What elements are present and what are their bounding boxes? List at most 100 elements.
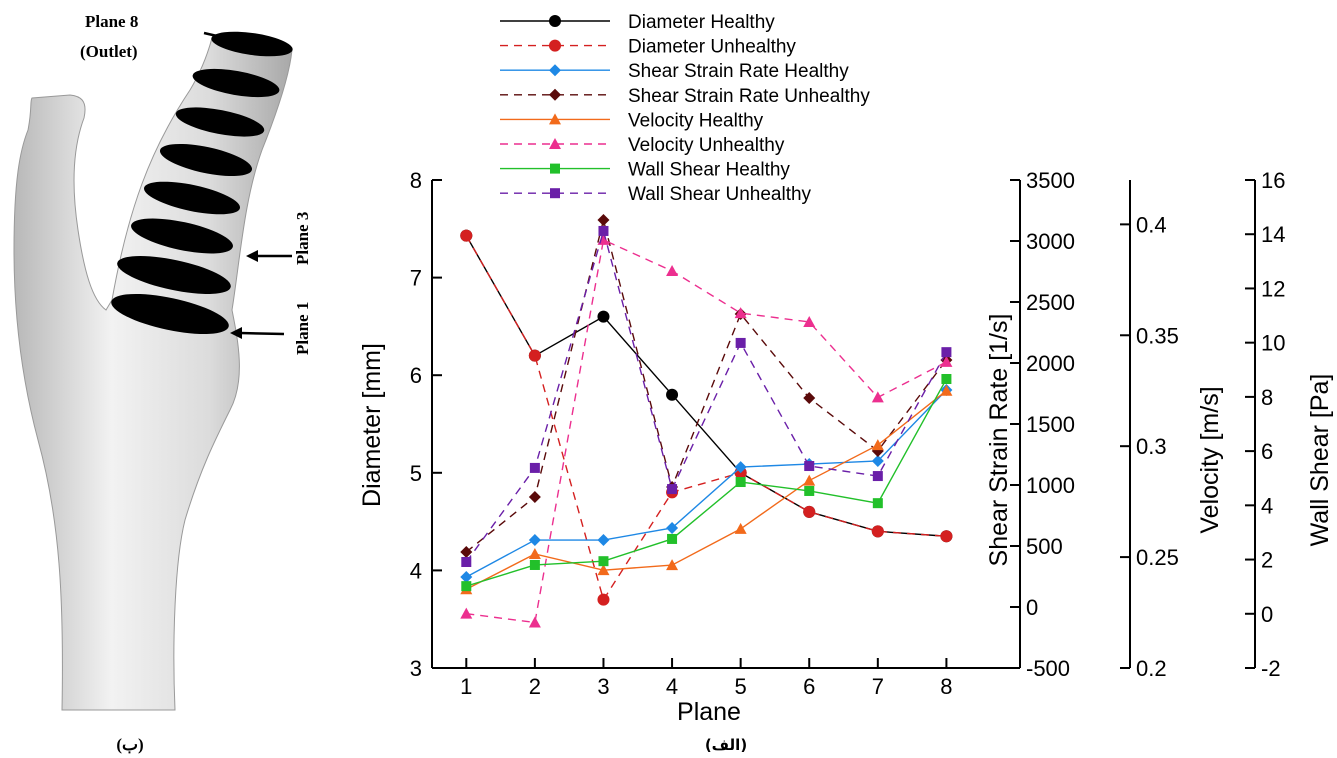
marker [666, 388, 679, 401]
marker [871, 454, 884, 467]
y-axis-title: Diameter [mm] [358, 343, 386, 507]
y4-tick-label: 2 [1261, 548, 1273, 573]
marker [549, 64, 561, 77]
marker [734, 461, 747, 474]
y3-tick-label: 0.2 [1136, 656, 1167, 681]
marker [528, 616, 541, 628]
marker [528, 490, 541, 503]
y4-axis-title: Wall Shear [Pa] [1306, 374, 1334, 547]
series [460, 233, 953, 628]
marker [666, 264, 679, 276]
marker [460, 229, 473, 242]
y3-tick-label: 0.4 [1136, 212, 1167, 237]
marker [941, 347, 952, 358]
plane-slice [175, 107, 265, 137]
marker [549, 15, 561, 27]
y3-tick-label: 0.3 [1136, 434, 1167, 459]
marker [597, 310, 610, 323]
marker [666, 521, 679, 534]
marker [803, 505, 816, 518]
plane-slice [111, 293, 229, 335]
y-tick-label: 5 [410, 461, 422, 486]
marker [803, 474, 816, 486]
series-line [465, 235, 947, 537]
y2-tick-label: 1500 [1026, 412, 1075, 437]
image-label: (Outlet) [80, 42, 138, 61]
legend-label: Wall Shear Unhealthy [628, 184, 812, 205]
marker [872, 471, 883, 482]
marker [735, 477, 746, 488]
y3-axis-title: Velocity [m/s] [1196, 386, 1224, 533]
y4-tick-label: 16 [1261, 168, 1285, 193]
marker [734, 522, 747, 534]
y-tick-label: 3 [410, 656, 422, 681]
y2-tick-label: 3500 [1026, 168, 1075, 193]
marker [941, 373, 952, 384]
marker [461, 581, 472, 592]
marker [597, 593, 610, 606]
legend-label: Velocity Unhealthy [628, 135, 785, 156]
marker [804, 485, 815, 496]
marker [804, 461, 815, 472]
marker [460, 570, 473, 583]
y3-tick-label: 0.35 [1136, 323, 1179, 348]
x-tick-label: 7 [872, 674, 884, 699]
legend-label: Velocity Healthy [628, 110, 764, 131]
marker [528, 547, 541, 559]
y2-tick-label: 1000 [1026, 473, 1075, 498]
y4-tick-label: 8 [1261, 385, 1273, 410]
plane-slice [117, 256, 231, 294]
arrows [203, 31, 292, 339]
marker [871, 391, 884, 403]
series [461, 225, 952, 567]
y2-tick-label: 2500 [1026, 290, 1075, 315]
series-line [465, 219, 947, 553]
series-line [466, 378, 948, 587]
marker [871, 525, 884, 538]
legend-label: Wall Shear Healthy [628, 160, 790, 181]
x-tick-label: 1 [460, 674, 472, 699]
series-line [465, 389, 947, 578]
series-line [465, 235, 947, 602]
y2-tick-label: 500 [1026, 534, 1063, 559]
y2-axis-title: Shear Strain Rate [1/s] [985, 314, 1013, 567]
x-axis-title: Plane [677, 698, 741, 726]
y2-tick-label: 0 [1026, 595, 1038, 620]
y4-tick-label: 0 [1261, 602, 1273, 627]
marker [597, 564, 610, 576]
marker [460, 545, 473, 558]
marker [598, 225, 609, 236]
plane-slice [192, 68, 280, 98]
marker [735, 337, 746, 348]
marker [549, 39, 561, 52]
y4-tick-label: -2 [1261, 656, 1281, 681]
y2-tick-label: -500 [1026, 656, 1070, 681]
marker [667, 484, 678, 495]
series-line [465, 228, 948, 563]
marker [549, 113, 561, 125]
y4-tick-label: 4 [1261, 493, 1273, 518]
marker [550, 163, 560, 174]
marker [803, 315, 816, 327]
marker [940, 355, 953, 367]
plane-slice [131, 218, 233, 254]
x-tick-label: 4 [666, 674, 678, 699]
x-tick-label: 3 [597, 674, 609, 699]
marker [460, 607, 473, 619]
marker [461, 556, 472, 567]
y2-tick-label: 2000 [1026, 351, 1075, 376]
marker [872, 498, 883, 509]
marker [734, 307, 747, 319]
marker [549, 88, 561, 101]
y2-tick-label: 3000 [1026, 229, 1075, 254]
legend-label: Shear Strain Rate Unhealthy [628, 86, 870, 107]
marker [597, 534, 610, 547]
chart: 1 2 3 4 5 6 7 8345678-5000500100015002000250030… [358, 12, 1334, 754]
y4-tick-label: 12 [1261, 276, 1285, 301]
image-label: Plane 3 [293, 212, 312, 265]
series [461, 373, 952, 592]
marker [528, 534, 541, 547]
y4-tick-label: 6 [1261, 439, 1273, 464]
marker [529, 462, 540, 473]
